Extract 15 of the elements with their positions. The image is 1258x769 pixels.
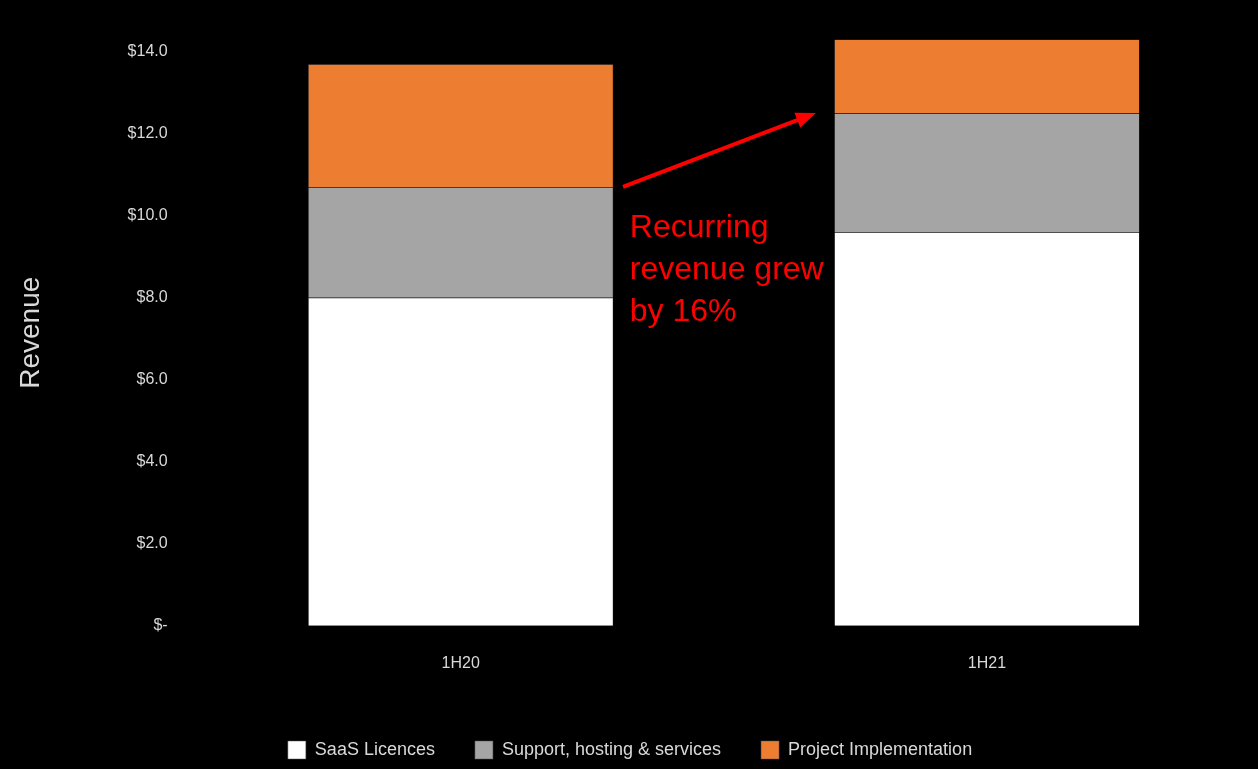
y-tick-label: $- — [153, 616, 168, 634]
legend-label: Project Implementation — [788, 738, 973, 759]
legend-label: SaaS Licences — [314, 738, 435, 759]
y-tick-label: $10.0 — [127, 206, 168, 224]
y-tick-label: $2.0 — [136, 534, 168, 552]
y-tick-label: $4.0 — [136, 452, 168, 470]
y-tick-label: $14.0 — [127, 42, 168, 60]
x-tick-label: 1H21 — [967, 653, 1007, 671]
y-tick-label: $12.0 — [127, 124, 168, 142]
annotation: Recurring revenue grew by 16% — [629, 208, 825, 328]
y-axis-title: Revenue — [13, 276, 45, 389]
x-tick-label: 1H20 — [441, 653, 480, 671]
y-tick-label: $8.0 — [136, 288, 168, 306]
y-tick-label: $6.0 — [136, 370, 168, 388]
legend-label: Support, hosting & services — [501, 738, 722, 759]
